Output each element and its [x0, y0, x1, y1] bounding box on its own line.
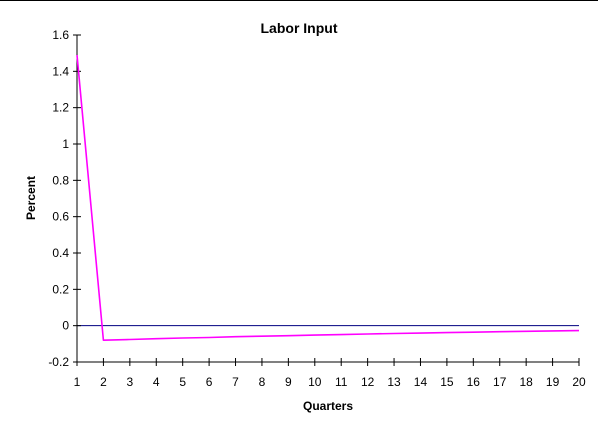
- x-axis-title: Quarters: [303, 399, 353, 413]
- x-tick-label: 5: [179, 375, 186, 389]
- y-tick-label: -0.2: [48, 355, 69, 369]
- y-tick-label: 1.4: [52, 64, 69, 78]
- x-tick-label: 4: [153, 375, 160, 389]
- y-tick-label: 1.6: [52, 28, 69, 42]
- x-tick-label: 17: [493, 375, 507, 389]
- x-tick-label: 15: [440, 375, 454, 389]
- x-tick-label: 10: [308, 375, 322, 389]
- x-tick-label: 16: [467, 375, 481, 389]
- x-tick-label: 2: [100, 375, 107, 389]
- x-tick-label: 19: [546, 375, 560, 389]
- x-tick-label: 7: [232, 375, 239, 389]
- y-tick-label: 1: [62, 137, 69, 151]
- x-tick-label: 11: [335, 375, 348, 389]
- y-tick-label: 1.2: [52, 101, 69, 115]
- chart-title: Labor Input: [261, 20, 338, 36]
- x-tick-label: 9: [285, 375, 292, 389]
- y-axis-title: Percent: [24, 176, 38, 220]
- x-tick-label: 6: [206, 375, 213, 389]
- x-tick-label: 13: [387, 375, 401, 389]
- y-tick-label: 0.4: [52, 246, 69, 260]
- x-tick-label: 14: [414, 375, 428, 389]
- x-tick-label: 18: [519, 375, 533, 389]
- y-tick-label: 0.6: [52, 210, 69, 224]
- x-tick-label: 12: [361, 375, 375, 389]
- x-tick-label: 1: [74, 375, 81, 389]
- x-tick-label: 3: [126, 375, 133, 389]
- y-tick-label: 0.2: [52, 282, 69, 296]
- x-tick-label: 8: [259, 375, 266, 389]
- series-line: [76, 54, 580, 342]
- x-tick-label: 20: [572, 375, 586, 389]
- y-tick-label: 0.8: [52, 173, 69, 187]
- y-tick-label: 0: [62, 319, 69, 333]
